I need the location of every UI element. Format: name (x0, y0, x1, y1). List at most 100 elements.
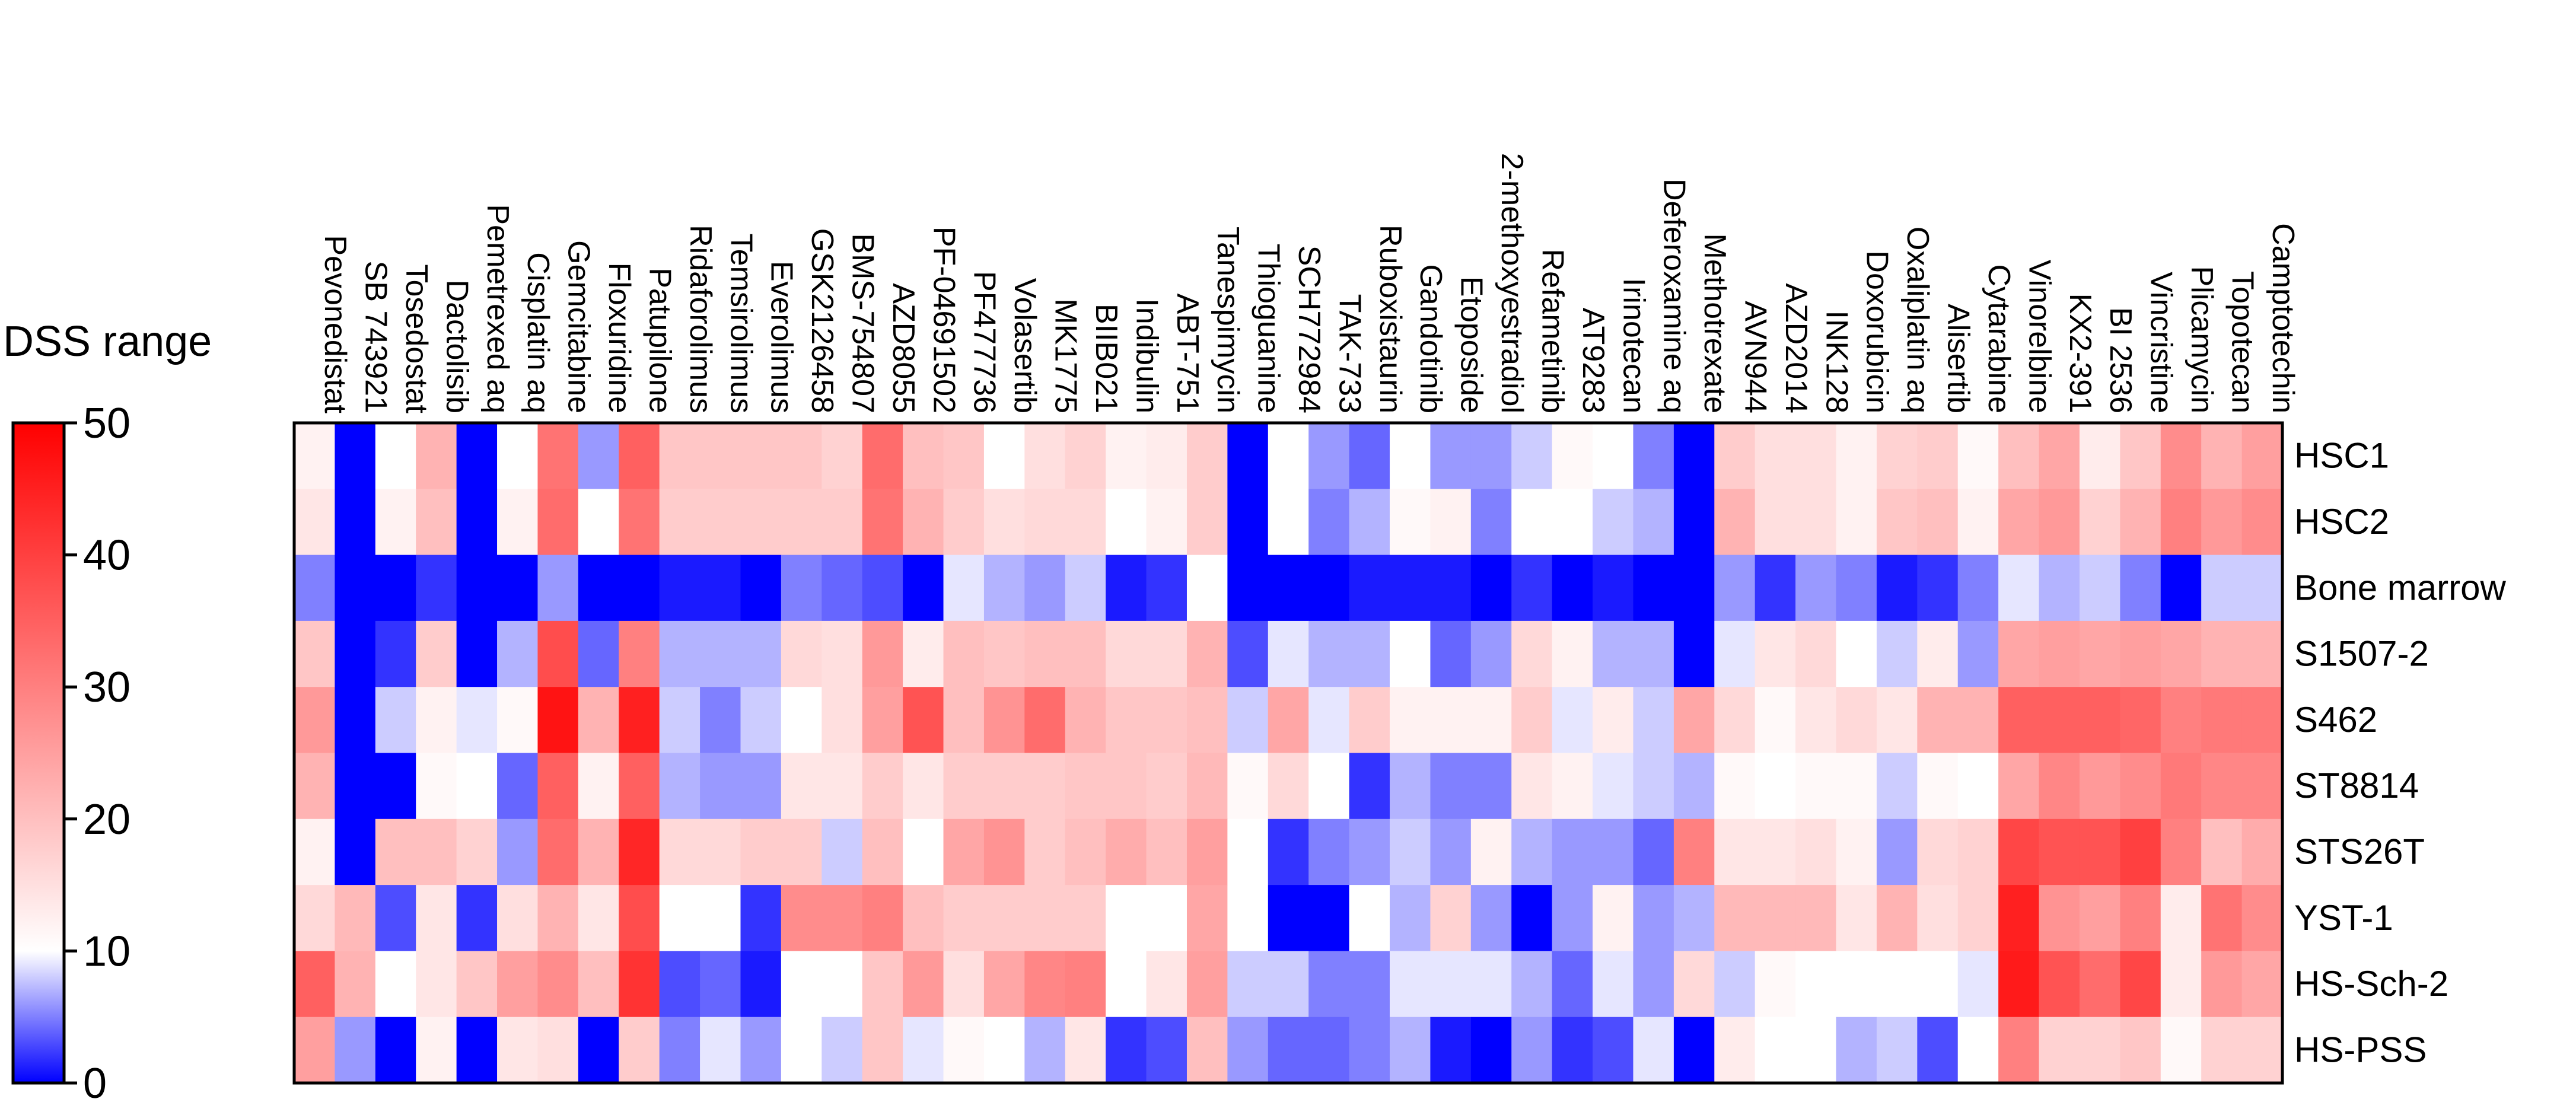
heatmap-cell (578, 423, 619, 489)
heatmap-cell (1186, 885, 1228, 951)
heatmap-cell (375, 951, 416, 1018)
heatmap-cell (943, 620, 985, 687)
heatmap-cell (1065, 423, 1106, 489)
heatmap-cell (1268, 423, 1309, 489)
heatmap-cell (1998, 885, 2040, 951)
heatmap-cell (2039, 489, 2080, 556)
heatmap-cell (1186, 753, 1228, 820)
heatmap-cell (416, 687, 457, 754)
heatmap-cell (1673, 687, 1715, 754)
heatmap-cell (1470, 885, 1512, 951)
heatmap-cell (1390, 753, 1431, 820)
heatmap-cell (1998, 489, 2040, 556)
heatmap-cell (1227, 753, 1269, 820)
heatmap-cell (375, 885, 416, 951)
heatmap-cell (659, 951, 700, 1018)
colorbar-title: DSS range (3, 318, 212, 365)
heatmap-cell (619, 687, 660, 754)
heatmap-cell (740, 753, 782, 820)
heatmap-cell (294, 885, 336, 951)
heatmap-cell (1633, 818, 1674, 886)
heatmap-cell (1795, 423, 1837, 489)
heatmap-cell (1146, 818, 1187, 886)
heatmap-cell (1836, 818, 1877, 886)
colorbar-tick-label: 40 (83, 532, 130, 579)
heatmap-cell (1470, 818, 1512, 886)
heatmap-cell (659, 1017, 700, 1084)
column-label: Deferoxamine aq (1657, 179, 1692, 413)
heatmap-cell (1470, 951, 1512, 1018)
heatmap-cell (700, 687, 741, 754)
heatmap-cell (578, 951, 619, 1018)
heatmap-cell (781, 885, 822, 951)
column-label: Tosedostat (399, 265, 434, 414)
heatmap-cell (335, 555, 376, 622)
heatmap-cell (2039, 423, 2080, 489)
heatmap-cell (1593, 620, 1634, 687)
heatmap-cell (1673, 555, 1715, 622)
heatmap-cell (294, 423, 336, 489)
column-label: KX2-391 (2063, 294, 2097, 413)
heatmap-cell (537, 423, 579, 489)
heatmap-cell (821, 687, 863, 754)
heatmap-cell (578, 818, 619, 886)
heatmap-cell (1511, 818, 1553, 886)
heatmap-cell (862, 620, 903, 687)
heatmap-cell (700, 951, 741, 1018)
heatmap-cell (2039, 1017, 2080, 1084)
column-label: Cytarabine (1982, 265, 2016, 413)
heatmap-cell (335, 620, 376, 687)
heatmap-cell (375, 423, 416, 489)
heatmap-cell (1186, 489, 1228, 556)
heatmap-cell (1836, 885, 1877, 951)
heatmap-cell (1146, 1017, 1187, 1084)
heatmap-cell (2160, 885, 2202, 951)
heatmap-cell (903, 818, 944, 886)
heatmap-cell (1065, 489, 1106, 556)
column-label: Irinotecan (1616, 278, 1651, 413)
heatmap-cell (1755, 687, 1796, 754)
heatmap-cell (862, 489, 903, 556)
row-label: S1507-2 (2294, 634, 2429, 674)
heatmap-cell (1268, 1017, 1309, 1084)
heatmap-cell (1552, 555, 1593, 622)
heatmap-cell (1106, 951, 1147, 1018)
heatmap-cell (781, 489, 822, 556)
heatmap-cell (821, 489, 863, 556)
heatmap-cell (416, 818, 457, 886)
heatmap-cell (456, 620, 498, 687)
heatmap-cell (1390, 885, 1431, 951)
heatmap-cell (2079, 753, 2120, 820)
heatmap-cell (497, 818, 539, 886)
row-label: Bone marrow (2294, 568, 2506, 607)
column-label: BI 2536 (2103, 307, 2138, 413)
heatmap-cell (1106, 687, 1147, 754)
heatmap-cell (2120, 489, 2161, 556)
heatmap-cell (2120, 423, 2161, 489)
heatmap-cell (1186, 818, 1228, 886)
heatmap-cell (700, 423, 741, 489)
heatmap-cell (578, 687, 619, 754)
heatmap-cell (1268, 885, 1309, 951)
heatmap-cell (1552, 423, 1593, 489)
heatmap-cell (1673, 753, 1715, 820)
heatmap-cell (2160, 753, 2202, 820)
heatmap-cell (1593, 951, 1634, 1018)
heatmap-cell (1186, 423, 1228, 489)
heatmap-cell (1876, 620, 1918, 687)
heatmap-cell (1957, 423, 1999, 489)
heatmap-cell (1755, 620, 1796, 687)
heatmap-cell (2079, 1017, 2120, 1084)
heatmap-cell (2201, 818, 2243, 886)
heatmap-cell (659, 753, 700, 820)
heatmap-cell (740, 951, 782, 1018)
heatmap-cell (862, 423, 903, 489)
heatmap-cell (2241, 489, 2283, 556)
heatmap-cell (1511, 951, 1553, 1018)
heatmap-cell (1430, 687, 1472, 754)
column-label: Refametinib (1535, 249, 1569, 413)
heatmap-cell (1917, 1017, 1959, 1084)
heatmap-cell (2120, 753, 2161, 820)
heatmap-cell (943, 818, 985, 886)
column-label: 2-methoxyestradiol (1495, 153, 1529, 413)
